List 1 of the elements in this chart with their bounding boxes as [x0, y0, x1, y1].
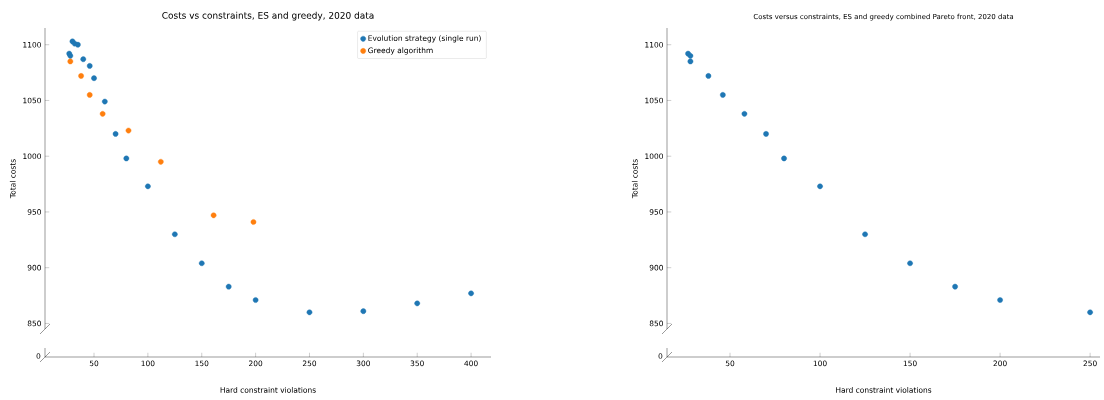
chart-title: Costs vs constraints, ES and greedy, 2020 data [162, 11, 374, 21]
